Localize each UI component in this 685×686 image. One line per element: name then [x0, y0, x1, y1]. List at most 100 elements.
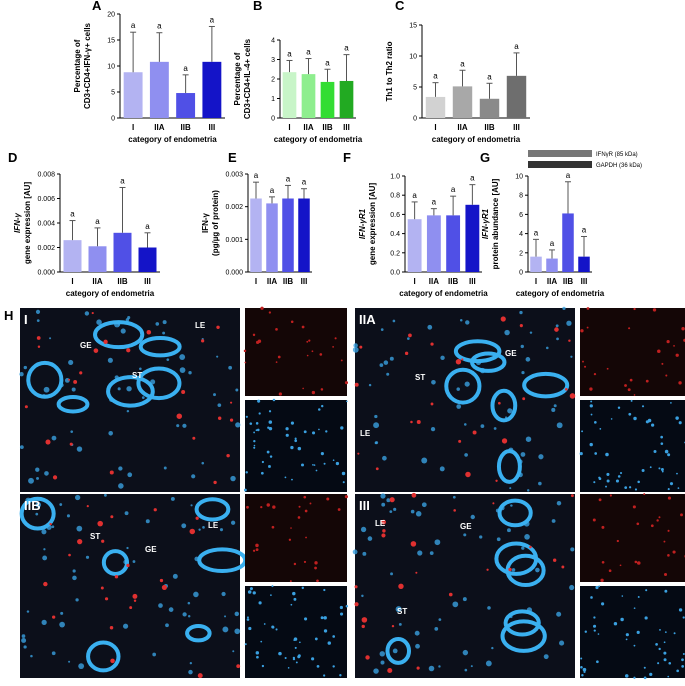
- stain: [213, 480, 217, 485]
- nucleus: [398, 622, 402, 626]
- stain: [181, 389, 186, 394]
- y-axis-label: Percentage of: [233, 52, 242, 105]
- gland: [490, 388, 518, 423]
- bar: [202, 61, 222, 118]
- stain: [52, 615, 56, 619]
- panel-label: C: [395, 0, 405, 13]
- nucleus: [570, 547, 575, 552]
- nucleus: [487, 606, 491, 610]
- x-axis-label: category of endometria: [66, 289, 155, 298]
- gland: [101, 549, 130, 576]
- nucleus: [601, 602, 605, 606]
- nucleus: [464, 453, 468, 457]
- nucleus: [538, 454, 544, 460]
- significance-label: a: [302, 178, 307, 187]
- nucleus: [26, 610, 30, 613]
- nucleus: [465, 320, 470, 325]
- stain: [652, 308, 657, 312]
- y-tick-label: 0.8: [390, 193, 400, 200]
- nucleus: [580, 657, 583, 660]
- stain: [37, 345, 41, 348]
- nucleus: [269, 455, 273, 458]
- nucleus: [284, 476, 287, 479]
- x-tick-label: I: [535, 277, 537, 286]
- stain: [430, 402, 434, 406]
- nucleus: [234, 628, 241, 635]
- nucleus: [72, 569, 76, 573]
- nucleus: [570, 355, 573, 358]
- significance-label: a: [95, 217, 100, 226]
- nucleus: [615, 479, 620, 483]
- nucleus: [172, 573, 178, 579]
- nucleus: [480, 424, 485, 428]
- nucleus: [249, 587, 253, 591]
- stain: [657, 349, 661, 354]
- y-tick-label: 3: [271, 57, 275, 64]
- gland: [56, 395, 90, 414]
- nucleus: [297, 446, 302, 451]
- stain: [319, 353, 323, 356]
- bar: [562, 213, 574, 272]
- stain: [77, 539, 83, 545]
- gland: [453, 339, 502, 364]
- stain: [153, 508, 157, 512]
- nucleus: [71, 387, 76, 392]
- y-tick-label: 20: [107, 12, 115, 19]
- micrograph: [20, 494, 240, 678]
- blot-label: GAPDH (36 kDa): [596, 163, 642, 169]
- nucleus: [464, 381, 470, 387]
- nucleus: [189, 662, 193, 665]
- panel-label: F: [343, 150, 351, 165]
- nucleus: [263, 623, 266, 625]
- nucleus: [245, 415, 248, 418]
- x-tick-label: IIA: [303, 123, 313, 132]
- nucleus: [663, 658, 667, 662]
- nucleus: [389, 356, 394, 361]
- nucleus: [529, 331, 533, 334]
- stain: [49, 522, 52, 526]
- nucleus: [36, 319, 40, 322]
- nucleus: [253, 446, 256, 449]
- stain: [389, 497, 395, 503]
- nucleus: [421, 457, 428, 464]
- nucleus: [456, 404, 462, 409]
- panel-label: D: [8, 150, 17, 165]
- nucleus: [260, 640, 263, 643]
- significance-label: a: [183, 64, 188, 73]
- panel-label: G: [480, 150, 490, 165]
- stain: [589, 387, 593, 391]
- significance-label: a: [286, 174, 291, 183]
- nucleus: [230, 475, 236, 482]
- nucleus: [298, 641, 301, 644]
- y-tick-label: 0.008: [37, 172, 55, 179]
- nucleus: [320, 452, 324, 456]
- nucleus: [271, 625, 275, 629]
- nucleus: [675, 416, 679, 420]
- nucleus: [253, 431, 255, 434]
- stain: [344, 495, 349, 499]
- significance-label: a: [120, 176, 125, 185]
- stain: [565, 388, 568, 391]
- significance-label: a: [145, 222, 150, 231]
- nucleus: [440, 355, 445, 361]
- stain: [103, 339, 108, 345]
- x-axis-label: category of endometria: [399, 289, 488, 298]
- stain: [627, 388, 631, 392]
- nucleus: [162, 320, 167, 325]
- nucleus: [589, 404, 593, 408]
- y-tick-label: 0.001: [225, 237, 243, 244]
- nucleus: [581, 430, 584, 433]
- stain: [416, 666, 420, 670]
- nucleus: [36, 476, 39, 480]
- nucleus: [485, 660, 492, 667]
- stain: [114, 574, 119, 579]
- y-axis-label: IFN-γ: [13, 212, 22, 233]
- stain: [486, 568, 489, 571]
- nucleus: [509, 487, 512, 490]
- stain: [665, 374, 668, 377]
- stain: [290, 527, 292, 529]
- stain: [314, 566, 317, 570]
- nucleus: [374, 414, 378, 419]
- nucleus: [222, 626, 229, 633]
- nucleus: [375, 441, 379, 445]
